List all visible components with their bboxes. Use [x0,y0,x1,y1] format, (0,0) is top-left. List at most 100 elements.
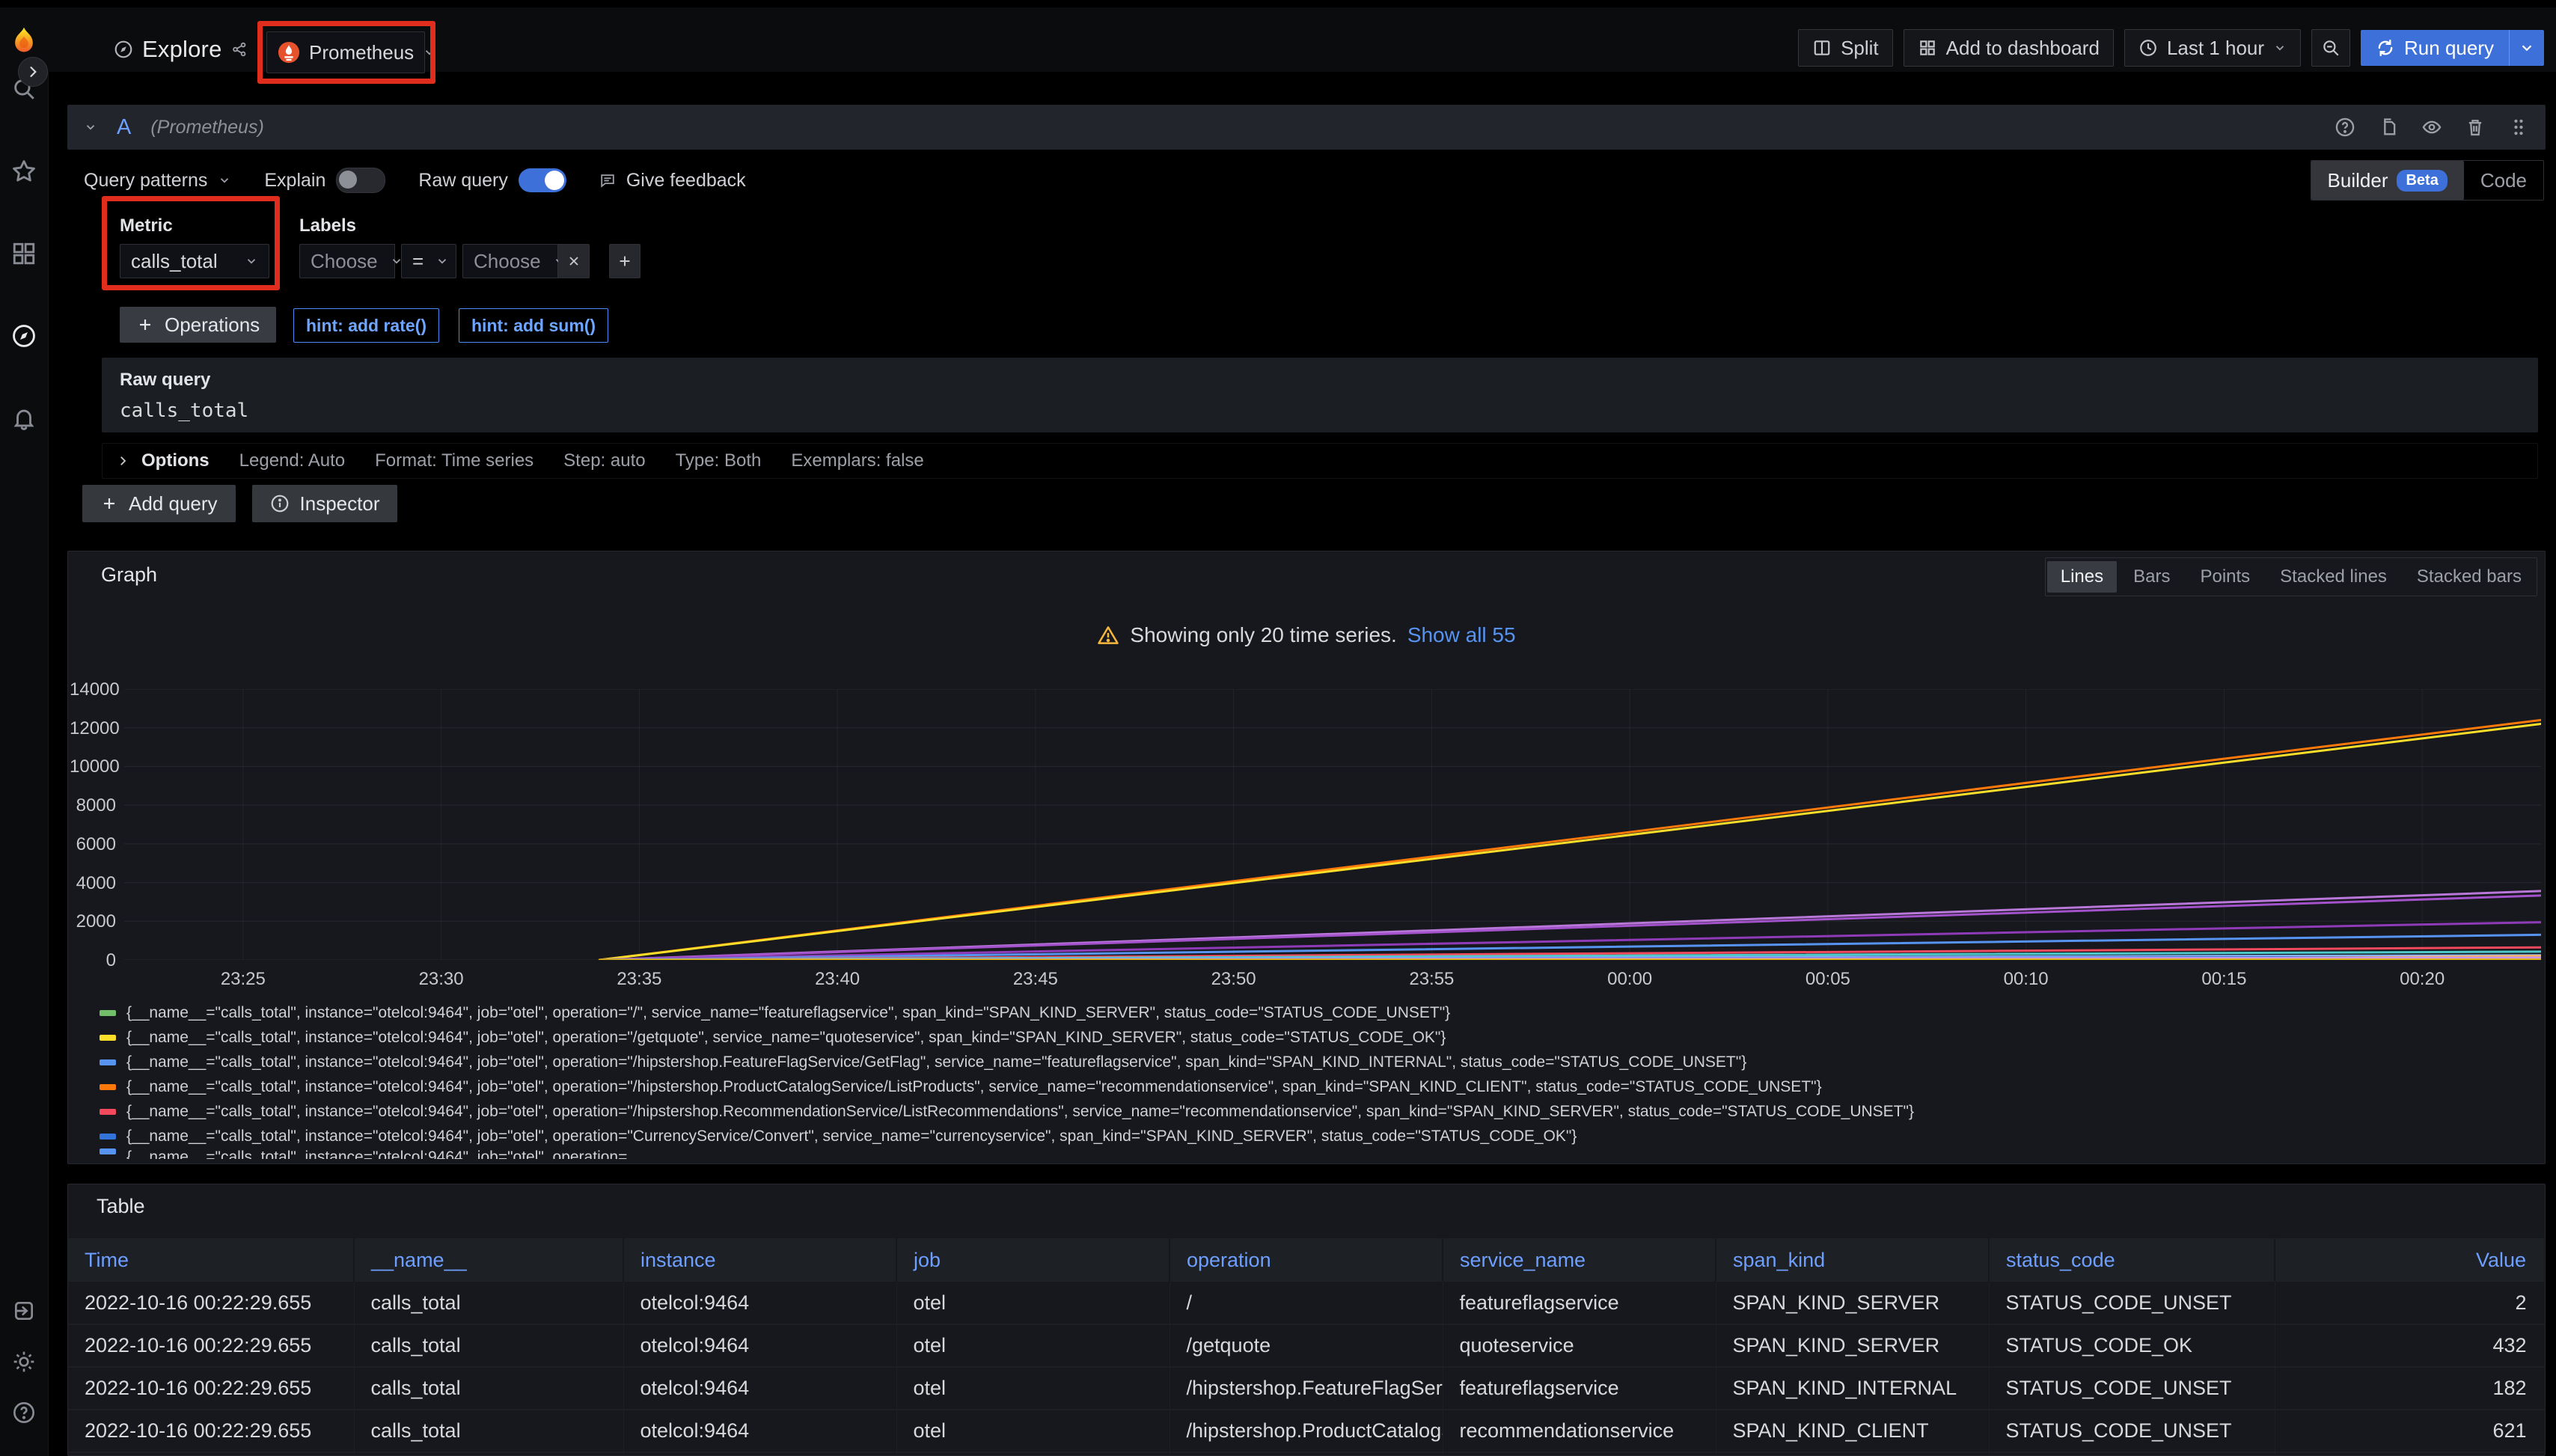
table-cell: /hipstershop.Recommendation... [1170,1452,1443,1456]
column-header-job[interactable]: job [896,1238,1170,1282]
top-strip [0,0,2556,7]
settings-gear-icon[interactable] [12,1350,36,1374]
query-ref-id: A [117,115,131,140]
column-header-name[interactable]: __name__ [354,1238,623,1282]
column-header-status-code[interactable]: status_code [1989,1238,2275,1282]
legend-item[interactable]: {__name__="calls_total", instance="otelc… [100,1099,2524,1124]
builder-mode-option[interactable]: Builder Beta [2311,161,2464,200]
split-label: Split [1841,37,1879,60]
graph-mode-stacked-lines[interactable]: Stacked lines [2266,561,2400,593]
code-label: Code [2480,169,2527,192]
table-cell: 621 [2275,1452,2545,1456]
table-cell: otel [896,1367,1170,1410]
inspector-button[interactable]: Inspector [252,485,398,522]
legend-item[interactable]: {__name__="calls_total", instance="otelc… [100,1025,2524,1050]
run-query-dropdown[interactable] [2510,30,2544,66]
help-icon[interactable] [12,1401,36,1425]
alerting-bell-icon[interactable] [11,406,37,431]
apps-icon[interactable] [11,241,37,266]
column-header-time[interactable]: Time [68,1238,354,1282]
table-cell: 2022-10-16 00:22:29.655 [68,1452,354,1456]
chevron-down-icon [218,174,231,187]
table-header-row: Time__name__instancejoboperationservice_… [68,1238,2545,1282]
legend-color-swatch [100,1148,116,1154]
legend-label: {__name__="calls_total", instance="otelc… [126,1128,1577,1145]
sign-in-icon[interactable] [12,1299,36,1323]
legend-item[interactable]: {__name__="calls_total", instance="otelc… [100,1050,2524,1074]
give-feedback-link[interactable]: Give feedback [599,170,746,192]
add-query-button[interactable]: Add query [82,485,236,522]
time-range-picker[interactable]: Last 1 hour [2124,29,2301,67]
raw-query-toggle[interactable] [519,168,566,192]
legend-color-swatch [100,1134,116,1140]
graph-panel-title: Graph [101,563,157,587]
query-help-icon[interactable] [2335,117,2355,138]
legend-item[interactable]: {__name__="calls_total", instance="otelc… [100,1148,2524,1159]
legend-label: {__name__="calls_total", instance="otelc… [126,1053,1746,1071]
sidebar-expand-button[interactable] [18,57,48,87]
zoom-out-icon [2321,38,2341,58]
show-all-series-link[interactable]: Show all 55 [1407,623,1516,647]
table-cell: SPAN_KIND_SERVER [1716,1282,1989,1324]
label-operator-select[interactable]: = [401,244,456,278]
table-cell: featureflagservice [1443,1282,1716,1324]
code-mode-option[interactable]: Code [2464,161,2543,200]
column-header-instance[interactable]: instance [623,1238,896,1282]
label-key-select[interactable]: Choose [299,244,395,278]
remove-label-filter-button[interactable] [558,244,590,278]
column-header-service-name[interactable]: service_name [1443,1238,1716,1282]
table-cell: STATUS_CODE_OK [1989,1324,2275,1367]
legend-item[interactable]: {__name__="calls_total", instance="otelc… [100,1074,2524,1099]
query-patterns-dropdown[interactable]: Query patterns [84,170,231,192]
table-cell: 2 [2275,1282,2545,1324]
table-cell: 432 [2275,1324,2545,1367]
column-header-value[interactable]: Value [2275,1238,2545,1282]
legend-item[interactable]: {__name__="calls_total", instance="otelc… [100,1000,2524,1025]
explain-label: Explain [264,170,325,192]
hint-add-rate-button[interactable]: hint: add rate() [293,308,439,343]
x-axis-tick-label: 00:20 [2400,969,2445,990]
query-datasource-hint: (Prometheus) [150,117,263,138]
split-button[interactable]: Split [1798,29,1893,67]
remove-query-trash-icon[interactable] [2465,117,2486,138]
add-query-label: Add query [129,492,218,516]
column-header-span-kind[interactable]: span_kind [1716,1238,1989,1282]
starred-icon[interactable] [11,159,37,184]
y-axis-tick-label: 4000 [70,873,116,894]
operations-button[interactable]: Operations [120,307,276,343]
table-cell: calls_total [354,1367,623,1410]
collapse-chevron-icon[interactable] [84,120,97,134]
drag-handle-icon[interactable] [2508,117,2529,138]
give-feedback-label: Give feedback [626,170,746,192]
table-cell: featureflagservice [1443,1367,1716,1410]
hide-response-eye-icon[interactable] [2421,117,2442,138]
x-axis-tick-label: 23:40 [815,969,860,990]
run-query-button[interactable]: Run query [2361,30,2544,66]
query-options-row[interactable]: Options Legend: Auto Format: Time series… [102,443,2538,479]
label-value-select[interactable]: Choose [462,244,558,278]
builder-label: Builder [2328,169,2388,192]
graph-mode-points[interactable]: Points [2186,561,2263,593]
query-patterns-label: Query patterns [84,170,207,192]
grafana-logo-icon[interactable] [8,25,40,57]
legend-label: {__name__="calls_total", instance="otelc… [126,1078,1822,1096]
column-header-operation[interactable]: operation [1170,1238,1443,1282]
add-to-dashboard-button[interactable]: Add to dashboard [1904,29,2114,67]
label-filter-group: Choose = Choose [299,244,640,278]
graph-mode-lines[interactable]: Lines [2047,561,2117,593]
graph-plot-area[interactable] [124,689,2541,960]
x-axis-tick-label: 23:45 [1013,969,1058,990]
table-cell: otel [896,1324,1170,1367]
query-toolbar: Query patterns Explain Raw query Give fe… [84,163,746,198]
legend-item[interactable]: {__name__="calls_total", instance="otelc… [100,1124,2524,1148]
zoom-out-time-button[interactable] [2311,29,2350,67]
duplicate-query-icon[interactable] [2378,117,2399,138]
add-label-filter-button[interactable] [609,244,640,278]
graph-mode-bars[interactable]: Bars [2120,561,2183,593]
query-row-header[interactable]: A (Prometheus) [67,105,2546,150]
explore-compass-icon[interactable] [11,323,37,349]
explain-toggle[interactable] [336,168,385,193]
hint-add-sum-button[interactable]: hint: add sum() [459,308,608,343]
share-icon[interactable] [231,41,248,58]
graph-mode-stacked-bars[interactable]: Stacked bars [2403,561,2535,593]
